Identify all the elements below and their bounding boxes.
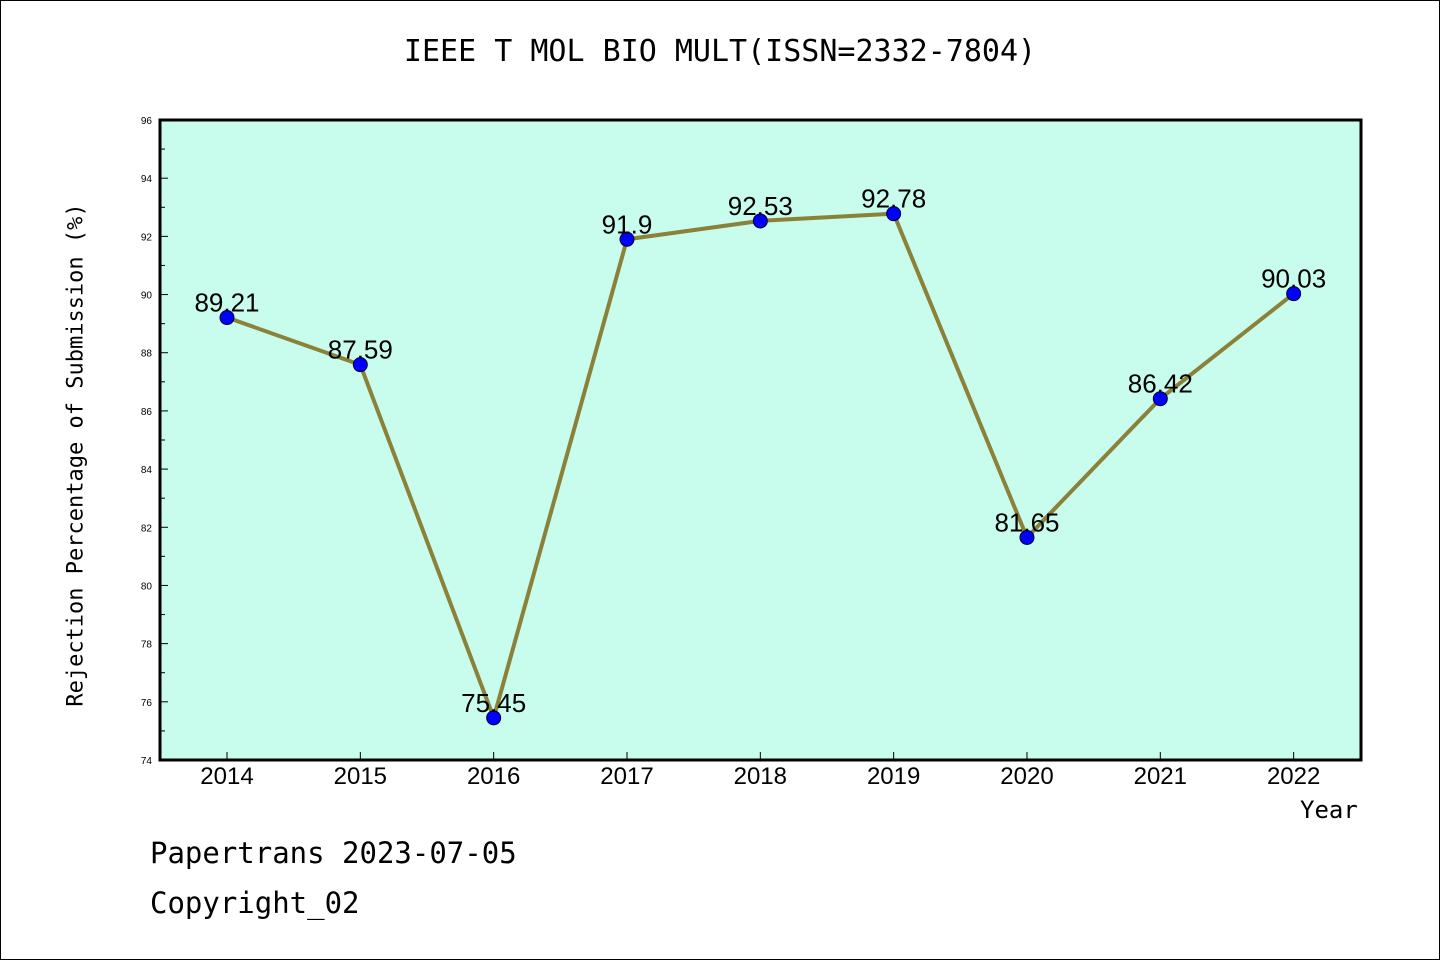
y-tick-label: 96 (141, 116, 153, 127)
data-point (886, 206, 902, 222)
chart-title: IEEE T MOL BIO MULT(ISSN=2332-7804) (403, 34, 1037, 69)
data-label: 90.03 (1261, 264, 1326, 294)
data-label: 87.59 (328, 335, 393, 365)
x-tick-label: 2022 (1267, 763, 1320, 790)
y-tick-label: 76 (141, 698, 153, 709)
x-tick-label: 2018 (734, 763, 787, 790)
data-label: 89.21 (194, 288, 259, 318)
x-tick-label: 2019 (867, 763, 920, 790)
data-point (619, 231, 635, 247)
y-tick-label: 82 (141, 523, 153, 534)
y-tick-label: 92 (141, 232, 153, 243)
x-tick-label: 2015 (334, 763, 387, 790)
y-tick-label: 74 (141, 756, 153, 767)
data-point (1019, 529, 1035, 545)
x-tick-label: 2016 (467, 763, 520, 790)
x-tick-label: 2021 (1134, 763, 1187, 790)
data-point (1286, 286, 1302, 302)
data-label: 81.65 (994, 507, 1059, 537)
data-point (219, 310, 235, 326)
y-tick-label: 86 (141, 407, 153, 418)
footer-copyright: Copyright_02 (150, 886, 360, 920)
data-label: 91.9 (602, 209, 653, 239)
data-label: 92.53 (728, 191, 793, 221)
data-point (1152, 391, 1168, 407)
plot-border (158, 118, 1363, 762)
data-point (352, 357, 368, 373)
y-tick-label: 80 (141, 581, 153, 592)
y-tick-label: 84 (141, 465, 153, 476)
data-point (752, 213, 768, 229)
y-tick-label: 90 (141, 291, 153, 302)
data-label: 86.42 (1128, 369, 1193, 399)
x-tick-label: 2014 (200, 763, 253, 790)
y-tick-label: 94 (141, 174, 153, 185)
y-tick-label: 78 (141, 640, 153, 651)
x-tick-label: 2020 (1000, 763, 1053, 790)
data-label: 92.78 (861, 184, 926, 214)
x-axis-label: Year (1300, 796, 1358, 824)
x-tick-label: 2017 (600, 763, 653, 790)
footer-date: Papertrans 2023-07-05 (150, 836, 517, 870)
data-label: 75.45 (461, 688, 526, 718)
y-tick-label: 88 (141, 349, 153, 360)
data-point (486, 710, 502, 726)
